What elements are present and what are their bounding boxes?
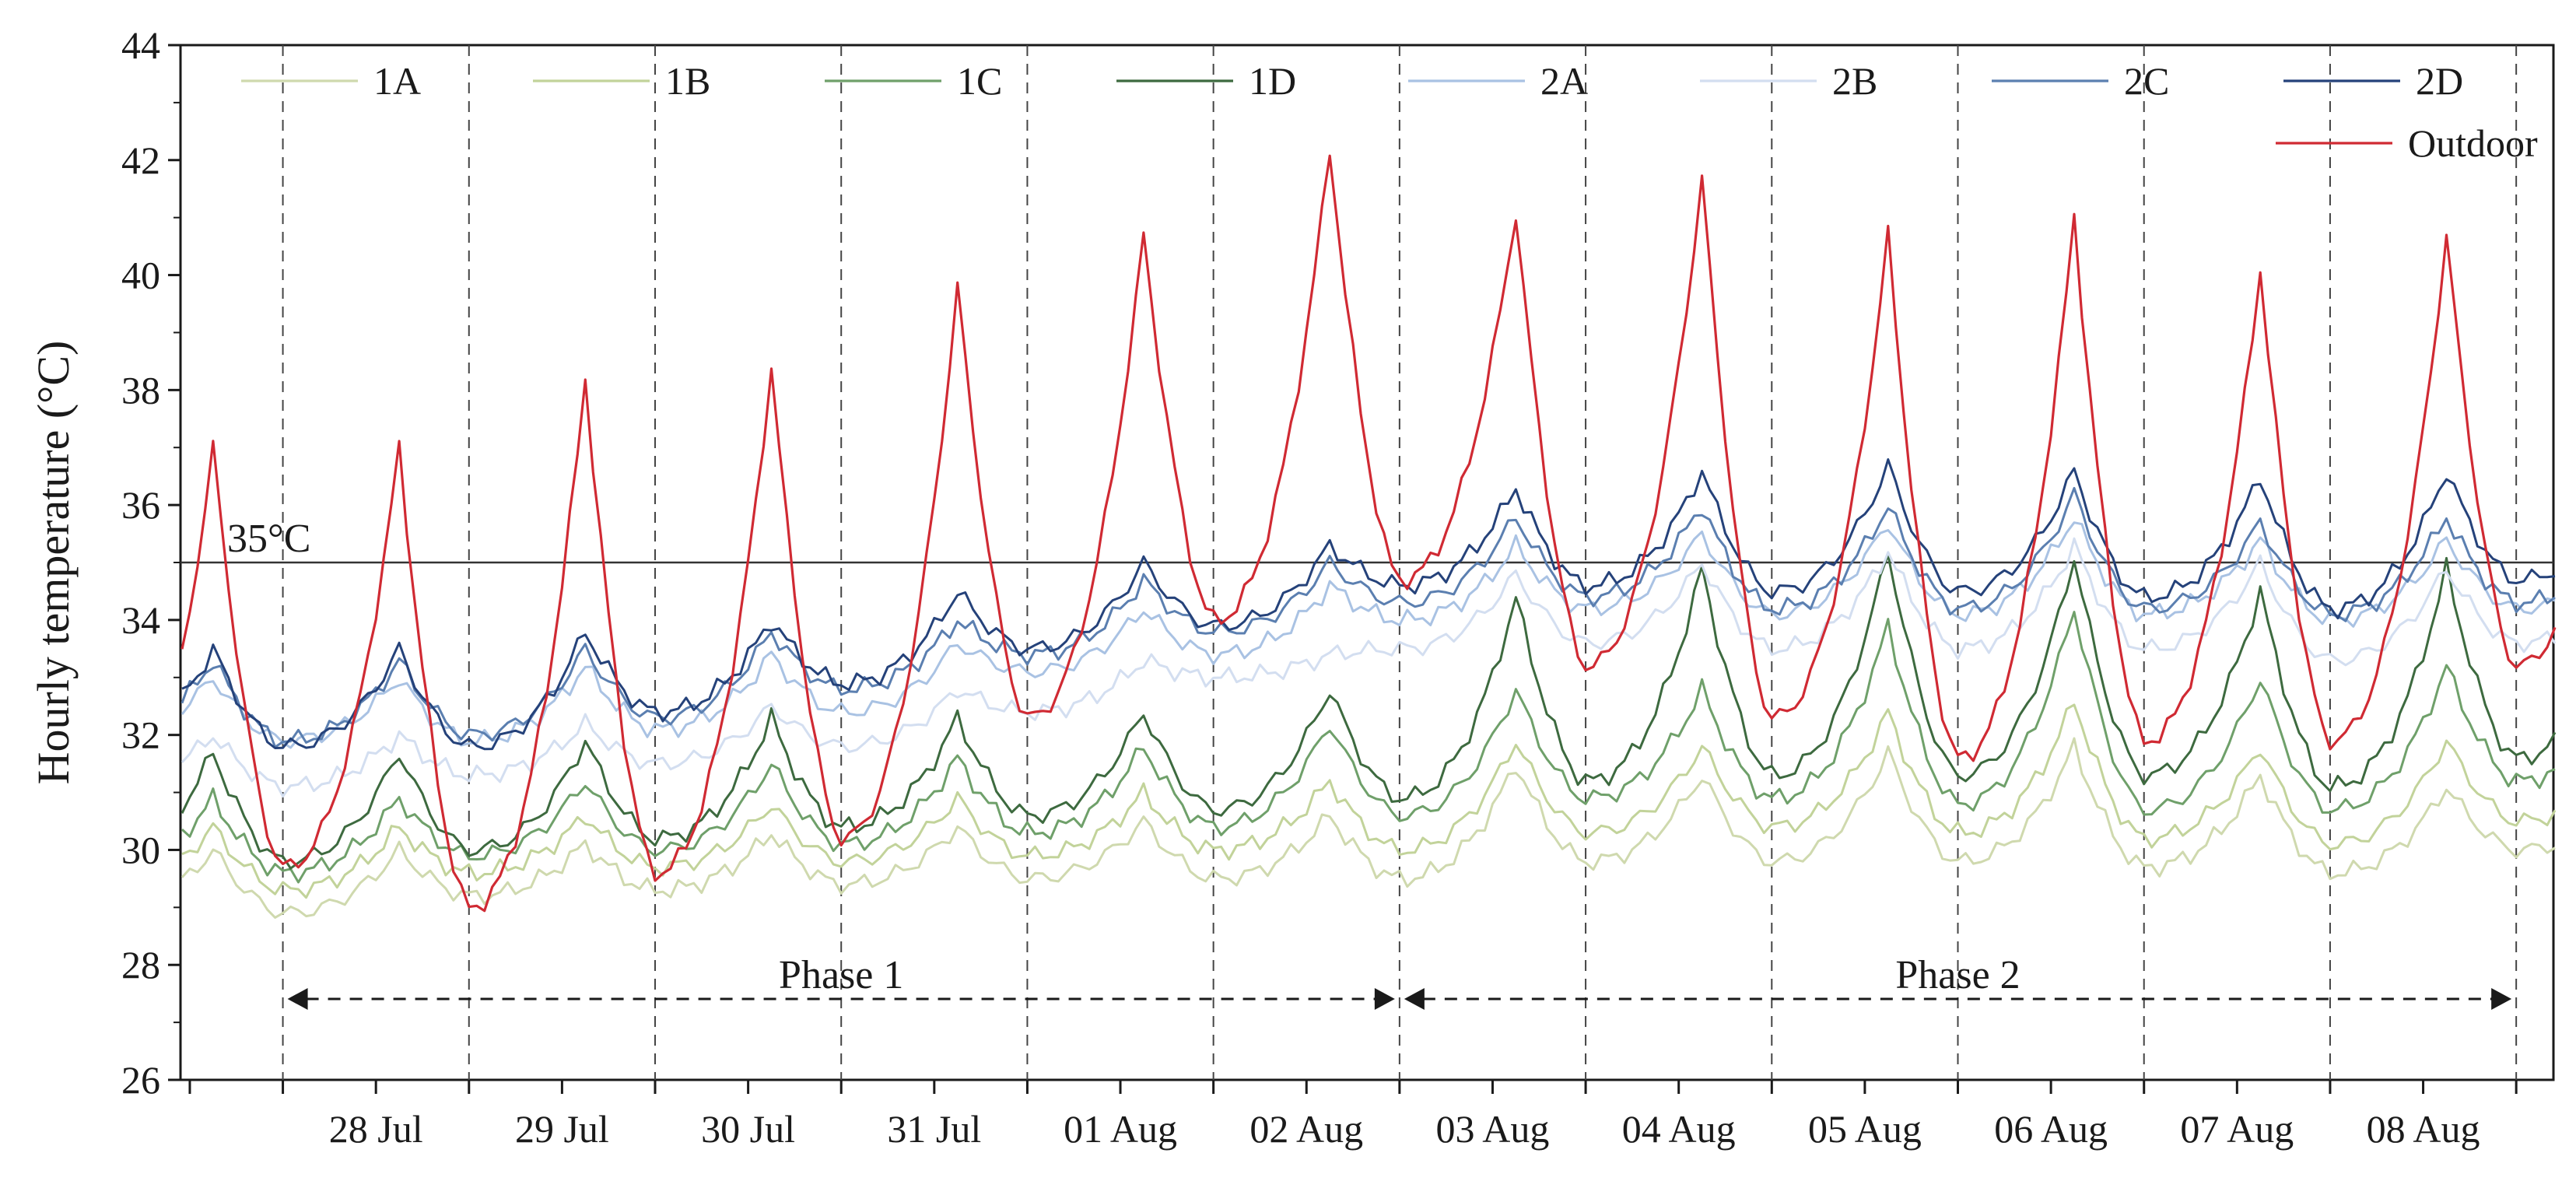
legend-label-2b: 2B [1832, 59, 1877, 103]
x-tick-label: 02 Aug [1249, 1107, 1363, 1151]
y-tick-label: 44 [121, 23, 160, 67]
series-line-2b [180, 537, 2557, 798]
series-line-1d [180, 553, 2557, 870]
x-tick-label: 08 Aug [2367, 1107, 2480, 1151]
x-axis: 28 Jul 29 Jul 30 Jul 31 Jul 01 Aug 02 Aug 03 A… [188, 1080, 2518, 1151]
phase-label: Phase 2 [1895, 953, 2020, 997]
phase-arrowhead-left [1404, 988, 1425, 1010]
x-tick-label: 01 Aug [1064, 1107, 1177, 1151]
legend-label-1c: 1C [957, 59, 1002, 103]
x-tick-label: 04 Aug [1622, 1107, 1736, 1151]
series-line-outdoor [180, 154, 2557, 913]
legend-label-2d: 2D [2416, 59, 2463, 103]
x-tick-label: 28 Jul [329, 1107, 423, 1151]
x-tick-label: 31 Jul [887, 1107, 981, 1151]
y-tick-label: 28 [121, 943, 160, 987]
legend-label-1d: 1D [1249, 59, 1296, 103]
y-tick-label: 42 [121, 138, 160, 182]
x-tick-label: 03 Aug [1436, 1107, 1550, 1151]
series-line-2d [181, 458, 2556, 751]
series-line-1b [181, 703, 2557, 899]
phase-arrowhead-right [1374, 988, 1395, 1010]
series-line-1c [180, 611, 2556, 884]
series-line-2c [180, 486, 2556, 748]
legend-label-2a: 2A [1540, 59, 1588, 103]
y-axis: 26 28 30 32 34 36 38 40 42 44 [121, 23, 180, 1102]
phase-annotations: Phase 1 Phase 2 [287, 953, 2512, 1010]
legend-label-1a: 1A [373, 59, 421, 103]
y-tick-label: 30 [121, 828, 160, 871]
legend-label-2c: 2C [2124, 59, 2169, 103]
x-tick-label: 05 Aug [1808, 1107, 1922, 1151]
x-tick-label: 06 Aug [1994, 1107, 2108, 1151]
legend-label-outdoor: Outdoor [2408, 121, 2538, 165]
y-tick-label: 34 [121, 598, 160, 642]
phase-label: Phase 1 [779, 953, 903, 997]
y-tick-label: 40 [121, 254, 160, 297]
y-tick-label: 36 [121, 483, 160, 527]
y-axis-title: Hourly temperature (°C) [28, 341, 79, 785]
y-tick-label: 26 [121, 1058, 160, 1102]
legend-label-1b: 1B [665, 59, 710, 103]
y-tick-label: 38 [121, 368, 160, 412]
y-tick-label: 32 [121, 713, 160, 757]
series-line-1a [180, 737, 2556, 919]
series-lines [180, 154, 2557, 919]
reference-line-label: 35°C [227, 517, 310, 561]
legend: 1A 1B 1C 1D 2A 2B 2C 2D Outdoor [241, 59, 2538, 165]
series-line-2a [180, 521, 2556, 749]
x-tick-label: 30 Jul [701, 1107, 795, 1151]
x-tick-label: 29 Jul [515, 1107, 609, 1151]
x-tick-label: 07 Aug [2180, 1107, 2294, 1151]
phase-arrowhead-left [287, 988, 308, 1010]
phase-arrowhead-right [2491, 988, 2512, 1010]
